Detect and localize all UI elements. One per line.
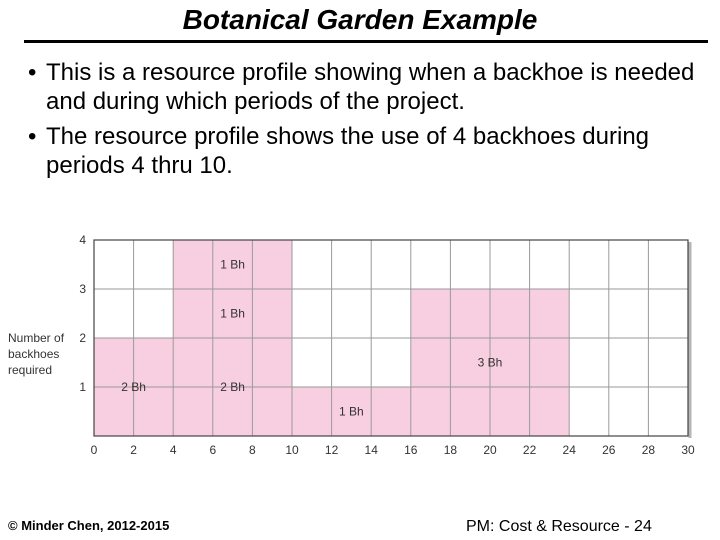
x-tick-label: 2 [130,443,137,457]
bullet-text: This is a resource profile showing when … [46,59,695,115]
y-tick-label: 2 [79,331,86,345]
bullet-glyph: • [28,59,37,86]
bar-label: 2 Bh [121,380,146,394]
y-axis-label-line: backhoes [8,347,59,361]
bar-label: 2 Bh [220,380,245,394]
x-tick-label: 30 [681,443,695,457]
labels-layer: 2 Bh 1 Bh 3 Bh 2 Bh 1 Bh 1 Bh [121,258,502,419]
slide-title: Botanical Garden Example [182,4,538,35]
bar-label: 1 Bh [220,258,245,272]
y-axis-label-line: required [8,363,52,377]
x-tick-label: 14 [365,443,379,457]
x-tick-label: 12 [325,443,339,457]
title-rule [24,40,708,43]
bullet-item: • This is a resource profile showing whe… [28,58,708,116]
x-tick-label: 26 [602,443,616,457]
x-tick-label: 6 [209,443,216,457]
x-tick-label: 28 [642,443,656,457]
y-tick-label: 1 [79,380,86,394]
bar-label: 3 Bh [478,356,503,370]
footer-copyright: © Minder Chen, 2012-2015 [8,518,170,533]
bullet-list: • This is a resource profile showing whe… [28,58,708,186]
x-tick-label: 24 [563,443,577,457]
y-axis-label-line: Number of [8,331,65,345]
y-axis-label: Number of backhoes required [8,331,65,377]
resource-bar [292,387,411,436]
bar-label: 1 Bh [220,307,245,321]
x-tick-label: 10 [285,443,299,457]
bullet-glyph: • [28,123,37,150]
y-tick-label: 3 [79,282,86,296]
bullet-text: The resource profile shows the use of 4 … [46,123,650,179]
x-tick-label: 20 [483,443,497,457]
y-tick-label: 4 [79,233,86,247]
footer-page-label: PM: Cost & Resource - 24 [466,518,652,535]
x-tick-label: 4 [170,443,177,457]
bar-label: 1 Bh [339,405,364,419]
x-tick-label: 18 [444,443,458,457]
resource-profile-chart: 2 Bh1 Bh3 Bh2 Bh1 Bh1 Bh 0 2 4 6 8 10 12 14 16 18… [8,233,695,457]
x-tick-label: 8 [249,443,256,457]
x-tick-label: 0 [91,443,98,457]
x-tick-label: 16 [404,443,418,457]
x-tick-label: 22 [523,443,537,457]
bullet-item: • The resource profile shows the use of … [28,122,708,180]
plot-frame [93,239,689,437]
